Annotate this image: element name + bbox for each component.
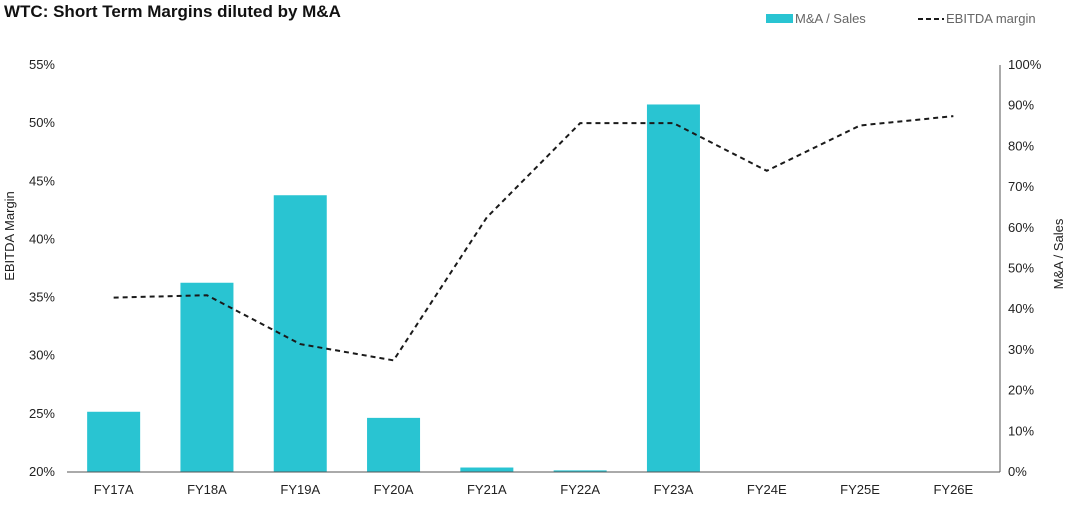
line-series (113, 115, 954, 362)
left-tick-label: 20% (29, 464, 55, 479)
bar (180, 282, 234, 472)
bar (460, 467, 514, 472)
right-axis-ticks: 0% 10% 20% 30% 40% 50% 60% 70% 80% 90% 100% (1008, 57, 1042, 479)
bar (273, 195, 327, 473)
right-axis-title: M&A / Sales (1051, 218, 1066, 289)
right-tick-label: 0% (1008, 464, 1027, 479)
category-label: FY24E (747, 482, 787, 497)
category-label: FY19A (280, 482, 320, 497)
bar (87, 411, 141, 472)
category-label: FY18A (187, 482, 227, 497)
legend-label-line: EBITDA margin (946, 11, 1036, 26)
category-label: FY26E (933, 482, 973, 497)
right-tick-label: 40% (1008, 301, 1034, 316)
chart-title: WTC: Short Term Margins diluted by M&A (4, 2, 341, 21)
left-tick-label: 40% (29, 231, 55, 246)
ebitda-margin-line (113, 115, 954, 362)
category-label: FY21A (467, 482, 507, 497)
right-tick-label: 100% (1008, 57, 1042, 72)
category-label: FY17A (94, 482, 134, 497)
bar (553, 470, 607, 472)
left-tick-label: 50% (29, 115, 55, 130)
right-tick-label: 20% (1008, 383, 1034, 398)
right-tick-label: 60% (1008, 220, 1034, 235)
legend-swatch-bar (766, 14, 793, 23)
legend: M&A / Sales EBITDA margin (766, 11, 1036, 26)
right-tick-label: 80% (1008, 138, 1034, 153)
left-tick-label: 25% (29, 406, 55, 421)
left-axis-title: EBITDA Margin (2, 191, 17, 281)
left-axis-ticks: 20% 25% 30% 35% 40% 45% 50% 55% (29, 57, 55, 479)
bar-series (87, 104, 700, 473)
bar (646, 104, 700, 472)
left-tick-label: 55% (29, 57, 55, 72)
category-label: FY22A (560, 482, 600, 497)
right-tick-label: 70% (1008, 179, 1034, 194)
left-tick-label: 35% (29, 290, 55, 305)
category-label: FY25E (840, 482, 880, 497)
right-tick-label: 30% (1008, 342, 1034, 357)
right-tick-label: 50% (1008, 261, 1034, 276)
category-label: FY23A (654, 482, 694, 497)
left-tick-label: 30% (29, 348, 55, 363)
bar (367, 417, 421, 472)
right-tick-label: 90% (1008, 98, 1034, 113)
category-label: FY20A (374, 482, 414, 497)
legend-label-bar: M&A / Sales (795, 11, 866, 26)
right-tick-label: 10% (1008, 423, 1034, 438)
left-tick-label: 45% (29, 173, 55, 188)
category-labels: FY17A FY18A FY19A FY20A FY21A FY22A FY23A FY24E… (94, 482, 974, 497)
